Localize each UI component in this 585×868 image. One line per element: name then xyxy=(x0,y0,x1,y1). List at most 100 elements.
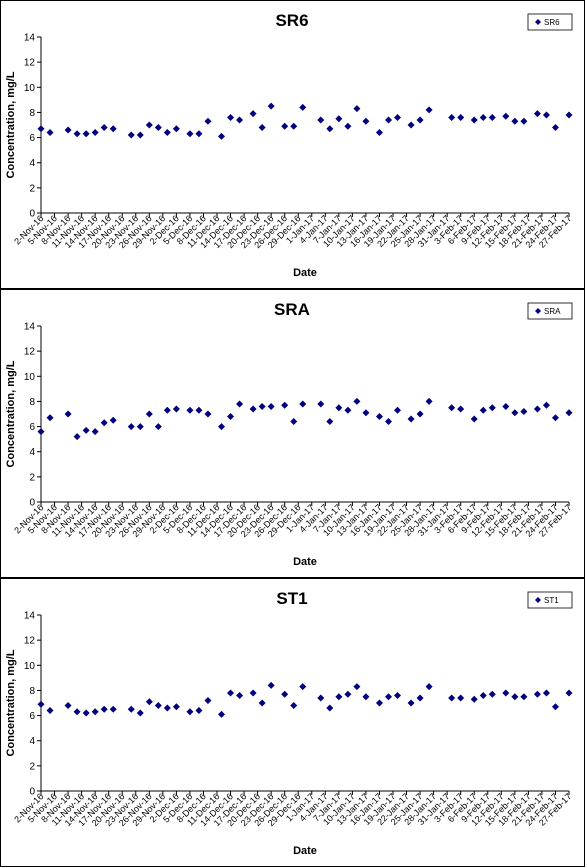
y-tick-label: 0 xyxy=(29,209,35,220)
y-tick-label: 10 xyxy=(24,83,36,94)
data-point xyxy=(375,129,383,137)
y-axis-label: Concentration, mg/L xyxy=(5,649,17,756)
data-point xyxy=(299,103,307,111)
data-point xyxy=(335,693,343,701)
data-point xyxy=(394,691,402,699)
data-point xyxy=(82,130,90,138)
data-point xyxy=(64,702,72,710)
chart-panel: SR6024681012142-Nov-165-Nov-168-Nov-1611… xyxy=(0,0,585,289)
data-point xyxy=(267,102,275,110)
data-point xyxy=(479,691,487,699)
data-point xyxy=(136,709,144,717)
legend-marker xyxy=(535,597,541,603)
data-point xyxy=(195,707,203,715)
y-tick-label: 4 xyxy=(29,158,35,169)
y-tick-label: 2 xyxy=(29,183,35,194)
data-point xyxy=(448,694,456,702)
data-point xyxy=(46,129,54,137)
y-tick-label: 2 xyxy=(29,761,35,772)
data-point xyxy=(172,125,180,133)
data-point xyxy=(127,705,135,713)
data-point xyxy=(82,709,90,717)
data-point xyxy=(100,705,108,713)
data-point xyxy=(172,703,180,711)
y-tick-label: 14 xyxy=(24,322,36,333)
data-point xyxy=(326,125,334,133)
data-point xyxy=(326,704,334,712)
data-point xyxy=(362,409,370,417)
data-point xyxy=(533,110,541,118)
data-point xyxy=(375,413,383,421)
data-point xyxy=(37,125,45,133)
data-point xyxy=(520,407,528,415)
data-point xyxy=(163,129,171,137)
chart-panel: ST1024681012142-Nov-165-Nov-168-Nov-1611… xyxy=(0,578,585,867)
data-point xyxy=(64,126,72,134)
data-point xyxy=(73,433,81,441)
data-point xyxy=(470,695,478,703)
data-point xyxy=(154,423,162,431)
data-point xyxy=(258,699,266,707)
data-point xyxy=(249,405,257,413)
legend-label: SRA xyxy=(544,307,561,316)
y-tick-label: 14 xyxy=(24,611,36,622)
chart-title: ST1 xyxy=(276,589,307,608)
legend-marker xyxy=(535,308,541,314)
data-point xyxy=(186,406,194,414)
y-tick-label: 8 xyxy=(29,397,35,408)
data-point xyxy=(353,683,361,691)
data-point xyxy=(91,708,99,716)
data-point xyxy=(384,116,392,124)
x-axis-label: Date xyxy=(293,845,317,857)
data-point xyxy=(565,409,573,417)
y-tick-label: 0 xyxy=(29,787,35,798)
data-point xyxy=(353,105,361,113)
chart-title: SRA xyxy=(274,300,310,319)
y-tick-label: 6 xyxy=(29,711,35,722)
data-point xyxy=(416,410,424,418)
data-point xyxy=(470,415,478,423)
data-point xyxy=(290,122,298,130)
data-point xyxy=(457,113,465,121)
data-point xyxy=(488,113,496,121)
data-point xyxy=(362,117,370,125)
legend-marker xyxy=(535,19,541,25)
data-point xyxy=(344,122,352,130)
data-point xyxy=(145,410,153,418)
data-point xyxy=(91,428,99,436)
data-point xyxy=(457,405,465,413)
data-point xyxy=(145,698,153,706)
data-point xyxy=(163,704,171,712)
y-tick-label: 4 xyxy=(29,736,35,747)
data-point xyxy=(236,116,244,124)
data-point xyxy=(470,116,478,124)
data-point xyxy=(64,410,72,418)
data-point xyxy=(127,131,135,139)
legend-box xyxy=(527,591,573,609)
data-point xyxy=(136,423,144,431)
chart-title: SR6 xyxy=(275,11,308,30)
data-point xyxy=(384,418,392,426)
data-point xyxy=(407,415,415,423)
y-tick-label: 10 xyxy=(24,372,36,383)
data-point xyxy=(267,681,275,689)
data-point xyxy=(136,131,144,139)
data-point xyxy=(154,124,162,132)
data-point xyxy=(565,111,573,119)
data-point xyxy=(344,690,352,698)
data-point xyxy=(317,694,325,702)
data-point xyxy=(186,130,194,138)
data-point xyxy=(533,405,541,413)
data-point xyxy=(227,113,235,121)
data-point xyxy=(448,404,456,412)
data-point xyxy=(82,426,90,434)
data-point xyxy=(542,689,550,697)
data-point xyxy=(353,397,361,405)
data-point xyxy=(511,117,519,125)
data-point xyxy=(457,694,465,702)
data-point xyxy=(502,689,510,697)
data-point xyxy=(394,113,402,121)
data-point xyxy=(488,404,496,412)
data-point xyxy=(362,693,370,701)
